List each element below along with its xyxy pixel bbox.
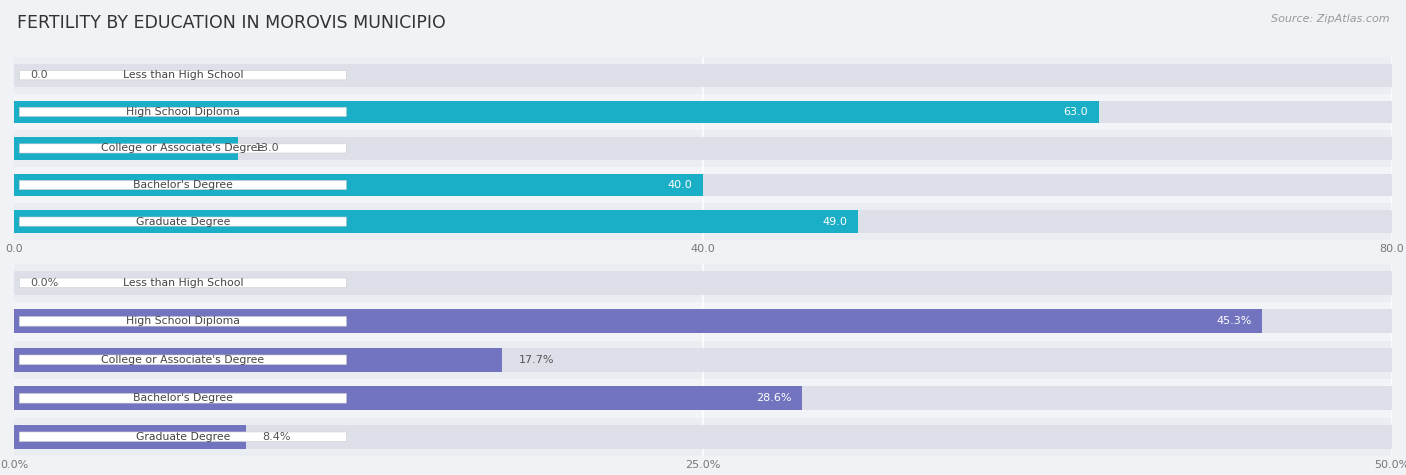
Bar xyxy=(14,137,1392,160)
Bar xyxy=(14,348,1392,372)
FancyBboxPatch shape xyxy=(14,203,1392,240)
Text: 0.0%: 0.0% xyxy=(31,278,59,288)
Text: 28.6%: 28.6% xyxy=(755,393,792,403)
Bar xyxy=(14,210,858,233)
FancyBboxPatch shape xyxy=(20,316,346,326)
Bar xyxy=(14,386,803,410)
FancyBboxPatch shape xyxy=(14,302,1392,341)
FancyBboxPatch shape xyxy=(20,355,346,365)
Text: Source: ZipAtlas.com: Source: ZipAtlas.com xyxy=(1271,14,1389,24)
Bar xyxy=(14,174,703,196)
Bar xyxy=(14,425,1392,449)
FancyBboxPatch shape xyxy=(20,180,346,190)
Text: FERTILITY BY EDUCATION IN MOROVIS MUNICIPIO: FERTILITY BY EDUCATION IN MOROVIS MUNICI… xyxy=(17,14,446,32)
Text: 17.7%: 17.7% xyxy=(519,355,554,365)
Text: College or Associate's Degree: College or Associate's Degree xyxy=(101,143,264,153)
Bar xyxy=(14,174,1392,196)
Text: 13.0: 13.0 xyxy=(254,143,280,153)
FancyBboxPatch shape xyxy=(14,130,1392,167)
FancyBboxPatch shape xyxy=(20,278,346,288)
FancyBboxPatch shape xyxy=(20,432,346,442)
Text: 40.0: 40.0 xyxy=(668,180,692,190)
Text: 0.0: 0.0 xyxy=(31,70,48,80)
FancyBboxPatch shape xyxy=(14,379,1392,418)
Bar xyxy=(14,210,1392,233)
Text: Bachelor's Degree: Bachelor's Degree xyxy=(134,393,233,403)
Text: 63.0: 63.0 xyxy=(1063,107,1088,117)
Text: Bachelor's Degree: Bachelor's Degree xyxy=(134,180,233,190)
Text: College or Associate's Degree: College or Associate's Degree xyxy=(101,355,264,365)
FancyBboxPatch shape xyxy=(14,341,1392,379)
Bar xyxy=(14,425,246,449)
FancyBboxPatch shape xyxy=(14,94,1392,130)
Text: 45.3%: 45.3% xyxy=(1216,316,1251,326)
Bar xyxy=(14,137,238,160)
FancyBboxPatch shape xyxy=(20,71,346,80)
Text: 49.0: 49.0 xyxy=(823,217,846,227)
Bar xyxy=(14,64,1392,86)
Text: 8.4%: 8.4% xyxy=(262,432,291,442)
Bar xyxy=(14,309,1263,333)
Bar xyxy=(14,101,1099,123)
FancyBboxPatch shape xyxy=(14,418,1392,456)
FancyBboxPatch shape xyxy=(20,393,346,403)
FancyBboxPatch shape xyxy=(20,217,346,226)
Bar xyxy=(14,271,1392,295)
Text: Graduate Degree: Graduate Degree xyxy=(135,432,231,442)
Bar xyxy=(14,101,1392,123)
Bar xyxy=(14,309,1392,333)
FancyBboxPatch shape xyxy=(20,144,346,153)
Text: High School Diploma: High School Diploma xyxy=(127,316,240,326)
Text: Graduate Degree: Graduate Degree xyxy=(135,217,231,227)
FancyBboxPatch shape xyxy=(14,167,1392,203)
FancyBboxPatch shape xyxy=(14,57,1392,94)
FancyBboxPatch shape xyxy=(20,107,346,116)
Text: High School Diploma: High School Diploma xyxy=(127,107,240,117)
FancyBboxPatch shape xyxy=(14,264,1392,302)
Bar xyxy=(14,348,502,372)
Text: Less than High School: Less than High School xyxy=(122,278,243,288)
Text: Less than High School: Less than High School xyxy=(122,70,243,80)
Bar xyxy=(14,386,1392,410)
